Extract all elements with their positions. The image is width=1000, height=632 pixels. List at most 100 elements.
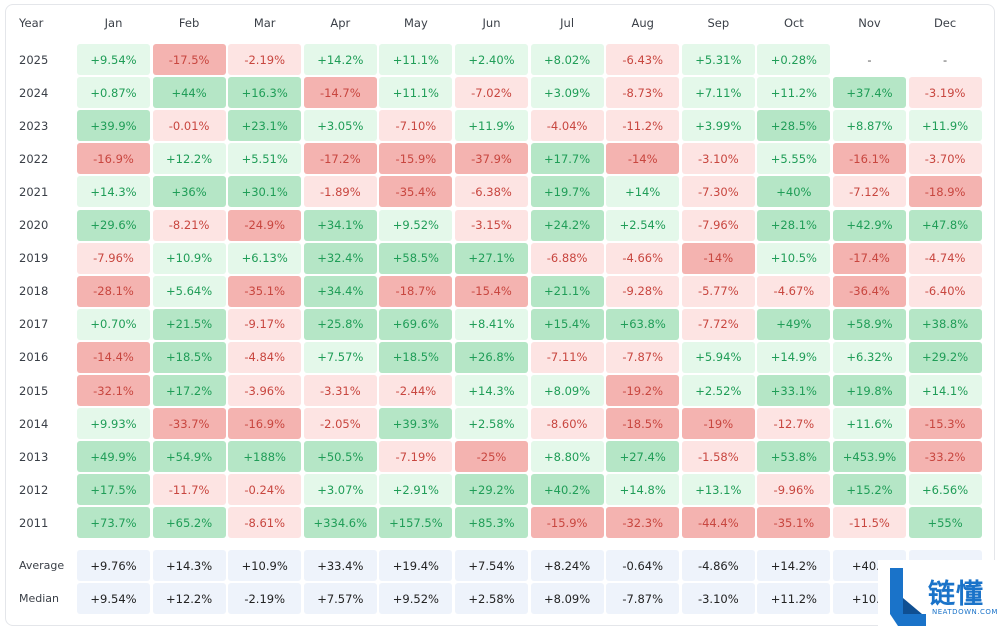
return-cell: -24.9% [228, 209, 302, 241]
return-cell: +5.51% [228, 143, 302, 175]
return-cell: +39.9% [77, 110, 150, 142]
return-cell: +32.4% [303, 242, 377, 274]
return-cell: -7.30% [681, 176, 755, 208]
return-cell: +58.5% [379, 242, 453, 274]
return-cell: - [867, 52, 872, 67]
return-cell: +2.54% [606, 209, 680, 241]
return-cell: +26.8% [455, 341, 528, 373]
stat-cell: +19.4% [379, 550, 453, 581]
return-cell: +44% [152, 77, 226, 109]
return-cell: +34.1% [303, 209, 377, 241]
return-cell: +39.3% [379, 408, 453, 440]
neatdown-logo: 链懂 NEATDOWN.COM [878, 560, 1000, 632]
year-label: 2023 [19, 118, 49, 133]
return-cell: -18.5% [606, 408, 680, 440]
return-cell: +21.5% [152, 308, 226, 340]
return-cell: +3.05% [303, 110, 377, 142]
month-header: Mar [253, 16, 276, 30]
return-cell: +7.11% [681, 77, 755, 109]
return-cell: -25% [455, 441, 528, 473]
stat-cell: +33.4% [303, 550, 377, 581]
return-cell: +47.8% [908, 209, 982, 241]
return-cell: -15.9% [379, 143, 453, 175]
return-cell: +7.57% [303, 341, 377, 373]
return-cell: -35.4% [379, 176, 453, 208]
return-cell: +453.9% [833, 441, 906, 473]
return-cell: -14.7% [303, 77, 377, 109]
return-cell: -9.96% [757, 474, 831, 506]
return-cell: -0.24% [228, 474, 302, 506]
return-cell: -9.28% [606, 275, 680, 307]
return-cell: +42.9% [833, 209, 906, 241]
stat-cell: +12.2% [152, 583, 226, 615]
stat-cell: +9.52% [379, 583, 453, 615]
logo-l-icon [890, 568, 926, 626]
stat-cell: -4.86% [681, 550, 755, 581]
return-cell: -15.3% [908, 408, 982, 440]
return-cell: +11.2% [757, 77, 831, 109]
stat-label: Median [19, 592, 60, 606]
return-cell: +25.8% [303, 308, 377, 340]
return-cell: +18.5% [152, 341, 226, 373]
year-label: 2025 [19, 52, 49, 67]
return-cell: -7.96% [681, 209, 755, 241]
return-cell: -37.9% [455, 143, 528, 175]
return-cell: -4.84% [228, 341, 302, 373]
return-cell: +157.5% [379, 507, 453, 539]
year-label: 2015 [19, 383, 49, 398]
return-cell: -11.5% [833, 507, 906, 539]
return-cell: +63.8% [606, 308, 680, 340]
return-cell: -35.1% [228, 275, 302, 307]
year-label: 2017 [19, 317, 49, 332]
year-label: 2018 [19, 284, 49, 299]
return-cell: +28.1% [757, 209, 831, 241]
return-cell: +15.2% [833, 474, 906, 506]
month-header: Jun [482, 16, 501, 30]
return-cell: -14% [681, 242, 755, 274]
return-cell: +5.94% [681, 341, 755, 373]
return-cell: +0.87% [77, 77, 150, 109]
return-cell: -7.87% [606, 341, 680, 373]
monthly-returns-table: Year Jan Feb Mar Apr May Jun Jul Aug Sep Oct Nov Dec… [5, 4, 995, 626]
return-cell: +14.9% [757, 341, 831, 373]
return-cell: -19% [681, 408, 755, 440]
return-cell: +40% [757, 176, 831, 208]
month-header: Jul [560, 16, 575, 30]
return-cell: -17.5% [152, 44, 226, 75]
return-cell: +5.55% [757, 143, 831, 175]
return-cell: +14.8% [606, 474, 680, 506]
return-cell: +30.1% [228, 176, 302, 208]
return-cell: +11.1% [379, 77, 453, 109]
year-label: 2016 [19, 350, 49, 365]
return-cell: -14.4% [77, 341, 150, 373]
stat-cell: +14.2% [757, 550, 831, 581]
return-cell: +8.09% [530, 375, 604, 406]
stat-cell: -2.19% [228, 583, 302, 615]
return-cell: -6.38% [455, 176, 528, 208]
year-label: 2019 [19, 251, 49, 266]
return-cell: +14% [606, 176, 680, 208]
month-header: Sep [707, 16, 730, 30]
corner-label: Year [19, 16, 44, 30]
stat-label: Average [19, 559, 65, 572]
return-cell: +17.2% [152, 375, 226, 406]
return-cell: -7.19% [379, 441, 453, 473]
return-cell: -0.01% [152, 110, 226, 142]
return-cell: +9.93% [77, 408, 150, 440]
return-cell: -15.9% [530, 507, 604, 539]
return-cell: -3.70% [908, 143, 982, 175]
return-cell: +29.2% [455, 474, 528, 506]
return-cell: +53.8% [757, 441, 831, 473]
stat-cell: +8.24% [530, 550, 604, 581]
stat-cell: +2.58% [455, 583, 528, 615]
return-cell: -17.2% [303, 143, 377, 175]
return-cell: +5.64% [152, 275, 226, 307]
return-cell: +28.5% [757, 110, 831, 142]
return-cell: -9.17% [228, 308, 302, 340]
return-cell: -8.73% [606, 77, 680, 109]
return-cell: +23.1% [228, 110, 302, 142]
return-cell: -32.3% [606, 507, 680, 539]
return-cell: -6.43% [606, 44, 680, 75]
return-cell: -44.4% [681, 507, 755, 539]
return-cell: -4.67% [757, 275, 831, 307]
